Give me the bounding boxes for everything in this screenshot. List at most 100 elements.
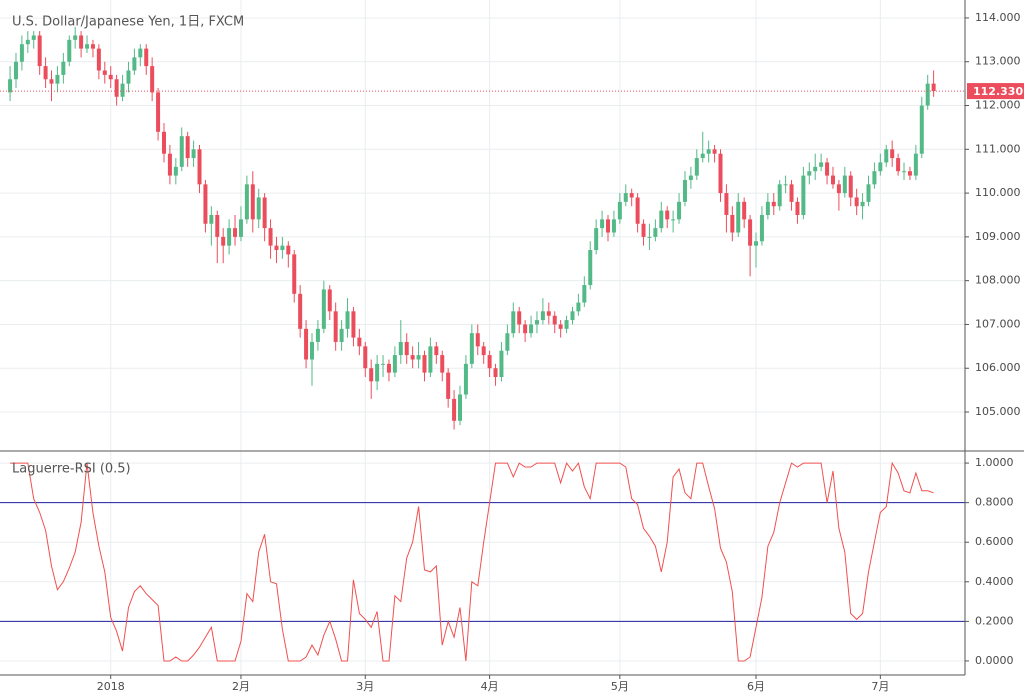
- candle-body: [96, 48, 101, 71]
- candle-body: [931, 83, 936, 92]
- candle-body: [132, 57, 137, 71]
- candle-body: [813, 166, 818, 172]
- y-tick-label: 0.4000: [975, 575, 1014, 588]
- y-tick-label: 109.000: [975, 230, 1021, 243]
- y-tick-label: 110.000: [975, 186, 1021, 199]
- candle-body: [884, 149, 889, 163]
- candle-body: [327, 289, 332, 312]
- candle-body: [221, 236, 226, 246]
- x-tick-label: 2018: [97, 680, 125, 693]
- candle-body: [386, 363, 391, 373]
- indicator-line: [10, 461, 934, 662]
- candle-body: [179, 136, 184, 167]
- candle-body: [61, 61, 66, 75]
- candle-body: [759, 214, 764, 242]
- candle-body: [771, 201, 776, 207]
- candle-body: [309, 341, 314, 360]
- candle-body: [138, 48, 143, 58]
- candle-body: [659, 210, 664, 229]
- y-tick-label: 108.000: [975, 274, 1021, 287]
- candle-body: [641, 223, 646, 237]
- candle-body: [594, 228, 599, 251]
- candle-body: [694, 158, 699, 176]
- candle-body: [517, 311, 522, 325]
- candle-body: [588, 250, 593, 286]
- x-tick-label: 6月: [747, 680, 765, 693]
- candle-body: [410, 355, 415, 360]
- candle-body: [564, 320, 569, 329]
- x-tick-label: 4月: [481, 680, 499, 693]
- y-tick-label: 114.000: [975, 11, 1021, 24]
- y-tick-label: 0.2000: [975, 614, 1014, 627]
- candle-body: [458, 394, 463, 421]
- candle-body: [576, 302, 581, 312]
- x-tick-label: 5月: [611, 680, 629, 693]
- y-tick-label: 0.0000: [975, 654, 1014, 667]
- candle-body: [238, 219, 243, 237]
- candle-body: [398, 341, 403, 356]
- x-tick-label: 2月: [232, 680, 250, 693]
- candle-body: [156, 92, 161, 132]
- candle-body: [463, 363, 468, 395]
- candle-body: [600, 219, 605, 229]
- candle-body: [860, 201, 865, 207]
- candle-body: [203, 184, 208, 224]
- candle-body: [197, 149, 202, 185]
- candle-body: [742, 201, 747, 220]
- candle-body: [925, 83, 930, 106]
- candle-body: [523, 324, 528, 334]
- candle-body: [304, 328, 309, 360]
- candle-body: [611, 219, 616, 233]
- candle-body: [31, 35, 36, 40]
- candle-body: [144, 48, 149, 67]
- candle-body: [819, 162, 824, 167]
- candle-body: [836, 184, 841, 194]
- candle-body: [446, 372, 451, 399]
- last-price-label: 112.330: [973, 85, 1023, 98]
- candle-body: [795, 201, 800, 215]
- candle-body: [422, 355, 427, 373]
- candle-body: [748, 219, 753, 246]
- y-tick-label: 111.000: [975, 142, 1021, 155]
- candle-body: [700, 153, 705, 159]
- candle-body: [635, 197, 640, 224]
- candle-body: [736, 201, 741, 233]
- candle-body: [481, 346, 486, 356]
- candle-body: [85, 44, 90, 49]
- candle-body: [570, 311, 575, 321]
- candle-body: [825, 162, 830, 176]
- candle-body: [381, 363, 386, 365]
- candle-body: [292, 254, 297, 294]
- candle-body: [114, 79, 119, 97]
- candle-body: [890, 149, 895, 159]
- candle-body: [351, 311, 356, 338]
- candle-body: [150, 66, 155, 93]
- candle-body: [623, 193, 628, 202]
- y-tick-label: 106.000: [975, 361, 1021, 374]
- candle-body: [102, 70, 107, 75]
- candle-body: [677, 201, 682, 220]
- candle-body: [227, 228, 232, 246]
- candle-body: [606, 219, 611, 233]
- candle-body: [671, 219, 676, 221]
- candle-body: [682, 179, 687, 202]
- candle-body: [830, 175, 835, 185]
- candle-body: [25, 39, 30, 45]
- candle-body: [783, 184, 788, 186]
- candle-body: [167, 153, 172, 176]
- candle-body: [37, 35, 42, 67]
- chart-title: U.S. Dollar/Japanese Yen, 1日, FXCM: [12, 15, 244, 30]
- indicator-title: Laguerre-RSI (0.5): [12, 462, 131, 477]
- candle-body: [244, 184, 249, 220]
- candle-body: [428, 346, 433, 373]
- candle-body: [617, 201, 622, 220]
- candle-body: [896, 158, 901, 172]
- marks: [0, 26, 965, 662]
- candle-body: [274, 245, 279, 251]
- candle-body: [807, 171, 812, 176]
- candle-body: [854, 197, 859, 207]
- candle-body: [191, 149, 196, 159]
- candle-body: [718, 153, 723, 194]
- candle-body: [902, 171, 907, 173]
- candle-body: [416, 355, 421, 360]
